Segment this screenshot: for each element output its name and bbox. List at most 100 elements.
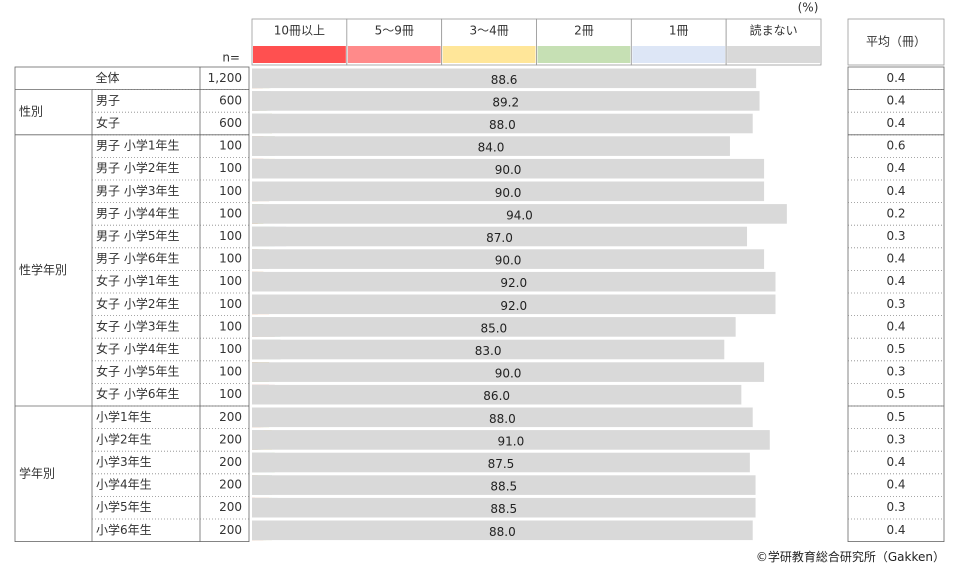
row-avg: 0.3 [886,297,905,311]
legend-swatch [632,46,726,63]
legend-label: 3～4冊 [469,24,508,38]
row-avg: 0.4 [886,319,905,333]
bar-segment [252,181,765,202]
row-n: 100 [219,342,242,356]
row-n: 100 [219,365,242,379]
legend-label: 読まない [750,23,798,38]
row-label: 男子 [96,93,120,107]
bar-segment [252,226,748,247]
row-n: 200 [219,410,242,424]
group-label: 性別 [19,105,43,119]
bar-data-label: 84.0 [478,141,505,155]
bar-data-label: 90.0 [495,186,522,200]
row-n: 100 [219,319,242,333]
group-label: 学年別 [19,465,55,480]
row-avg: 0.3 [886,500,905,514]
legend-swatch [727,46,820,63]
row-n: 100 [219,161,242,175]
row-avg: 0.4 [886,116,905,130]
bar-data-label: 92.0 [500,276,527,290]
bar-segment [252,452,750,473]
row-avg: 0.4 [886,184,905,198]
row-label: 男子 小学1年生 [96,138,179,153]
row-label: 女子 小学4年生 [96,341,179,356]
row-avg: 0.3 [886,365,905,379]
bar-data-label: 87.5 [488,457,515,471]
avg-frame [847,66,945,543]
row-n: 100 [219,252,242,266]
bar-segment [252,430,770,450]
bar-segment [252,339,725,360]
row-label: 男子 小学2年生 [96,160,179,175]
row-n: 200 [219,478,242,492]
row-n: 1,200 [208,71,242,85]
bar-segment [252,136,730,156]
row-label: 男子 小学3年生 [96,183,179,198]
row-n: 100 [219,274,242,288]
legend-label: 10冊以上 [274,24,325,38]
bar-segment [252,158,765,179]
row-label: 女子 小学2年生 [96,296,179,311]
row-n: 200 [219,455,242,469]
bar-segment [252,384,742,405]
row-avg: 0.6 [886,139,905,153]
row-n: 600 [219,93,242,107]
bar-segment [252,497,756,518]
bar-segment [252,520,753,541]
bar-data-label: 83.0 [475,344,502,358]
legend-swatch [347,46,441,63]
row-n: 100 [219,139,242,153]
bar-data-label: 86.0 [483,389,510,403]
row-avg: 0.4 [886,161,905,175]
n-header: n= [222,51,240,65]
row-label: 女子 小学6年生 [96,386,179,401]
row-label: 小学3年生 [96,454,152,469]
bar-data-label: 88.5 [490,502,517,516]
row-label: 小学6年生 [96,522,152,537]
table-frame [14,66,250,543]
bar-data-label: 90.0 [495,254,522,268]
row-avg: 0.4 [886,252,905,266]
row-label: 小学4年生 [96,477,152,492]
bar-data-label: 91.0 [498,434,525,448]
row-avg: 0.4 [886,523,905,537]
row-avg: 0.4 [886,93,905,107]
unit-label: (%) [798,1,819,15]
bar-segment [252,271,776,292]
bar-segment [252,294,776,315]
row-label: 男子 小学5年生 [96,228,179,243]
avg-header: 平均（冊） [866,35,926,49]
legend-label: 5～9冊 [375,24,414,38]
bar-data-label: 88.0 [489,525,516,539]
bar-segment [252,249,765,269]
legend-swatch [442,46,536,63]
bar-data-label: 94.0 [506,208,533,222]
row-label: 女子 小学5年生 [96,364,179,379]
row-avg: 0.4 [886,478,905,492]
bar-data-label: 88.5 [490,480,517,494]
row-n: 100 [219,229,242,243]
row-avg: 0.3 [886,432,905,446]
legend-label: 1冊 [669,24,689,38]
bar-data-label: 85.0 [480,321,507,335]
bar-segment [252,317,736,337]
row-label: 小学2年生 [96,431,152,446]
bar-data-label: 90.0 [495,367,522,381]
row-n: 200 [219,432,242,446]
bar-data-label: 89.2 [492,95,519,109]
row-avg: 0.5 [886,342,905,356]
row-avg: 0.4 [886,71,905,85]
row-label: 男子 小学4年生 [96,205,179,220]
row-avg: 0.2 [886,206,905,220]
bar-data-label: 88.0 [489,412,516,426]
row-n: 100 [219,387,242,401]
bar-segment [252,91,760,111]
legend-label: 2冊 [574,24,594,38]
row-n: 100 [219,184,242,198]
avg-header-box [847,18,945,66]
row-label: 女子 小学3年生 [96,318,179,333]
bar-data-label: 88.0 [489,118,516,132]
row-n: 600 [219,116,242,130]
row-n: 200 [219,523,242,537]
